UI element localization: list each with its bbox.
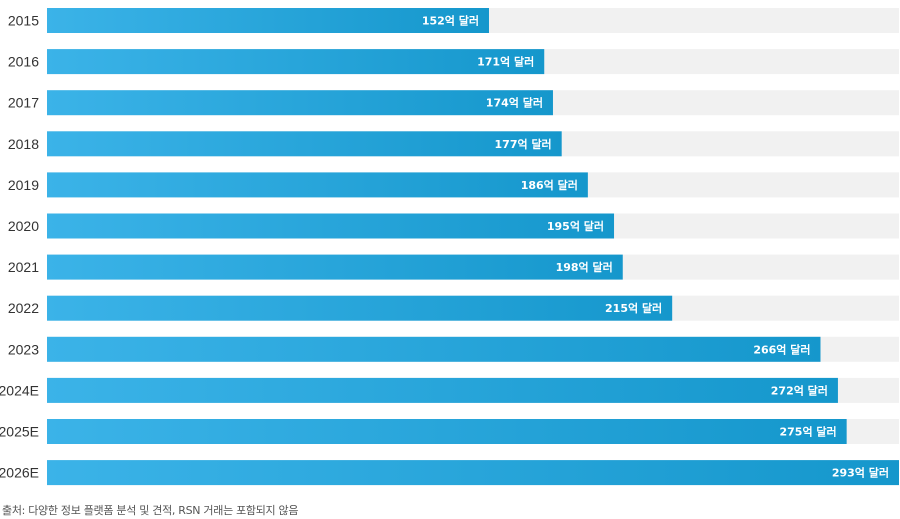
category-label-2023: 2023: [8, 341, 39, 357]
category-label-2020: 2020: [8, 218, 39, 234]
bar-2020: [47, 213, 615, 239]
category-label-2022: 2022: [8, 300, 39, 316]
category-label-2025E: 2025E: [0, 424, 39, 440]
bar-2021: [47, 254, 623, 280]
category-label-2016: 2016: [8, 54, 39, 70]
value-label-2022: 215억 달러: [605, 301, 662, 315]
value-label-2019: 186억 달러: [521, 178, 578, 192]
bar-chart: 2015 2016 2017 2018 2019 2020 2021 2022 2023 2024…: [0, 8, 899, 486]
bar-2018: [47, 131, 562, 157]
value-label-2024E: 272억 달러: [771, 383, 828, 397]
category-label-2024E: 2024E: [0, 382, 39, 398]
bar-2026E: [47, 460, 899, 486]
value-label-2021: 198억 달러: [556, 260, 613, 274]
category-label-2019: 2019: [8, 177, 39, 193]
value-label-2020: 195억 달러: [547, 219, 604, 233]
value-label-2018: 177억 달러: [495, 137, 552, 151]
value-label-2023: 266억 달러: [753, 342, 810, 356]
value-label-2025E: 275억 달러: [780, 425, 837, 439]
bar-2019: [47, 172, 588, 198]
value-label-2015: 152억 달러: [422, 14, 479, 28]
value-label-2026E: 293억 달러: [832, 466, 889, 480]
category-label-2018: 2018: [8, 136, 39, 152]
category-label-2017: 2017: [8, 95, 39, 111]
category-label-2015: 2015: [8, 13, 39, 29]
bar-2016: [47, 49, 545, 75]
value-label-2017: 174억 달러: [486, 96, 543, 110]
value-label-2016: 171억 달러: [477, 55, 534, 69]
bar-2024E: [47, 377, 838, 403]
source-note: 출처: 다양한 정보 플랫폼 분석 및 견적, RSN 거래는 포함되지 않음: [2, 504, 299, 517]
bar-2025E: [47, 419, 847, 444]
bar-2015: [47, 8, 489, 33]
bar-2022: [47, 295, 673, 321]
bar-2023: [47, 336, 821, 362]
category-label-2021: 2021: [8, 259, 39, 275]
category-label-2026E: 2026E: [0, 465, 39, 481]
bar-2017: [47, 90, 553, 116]
